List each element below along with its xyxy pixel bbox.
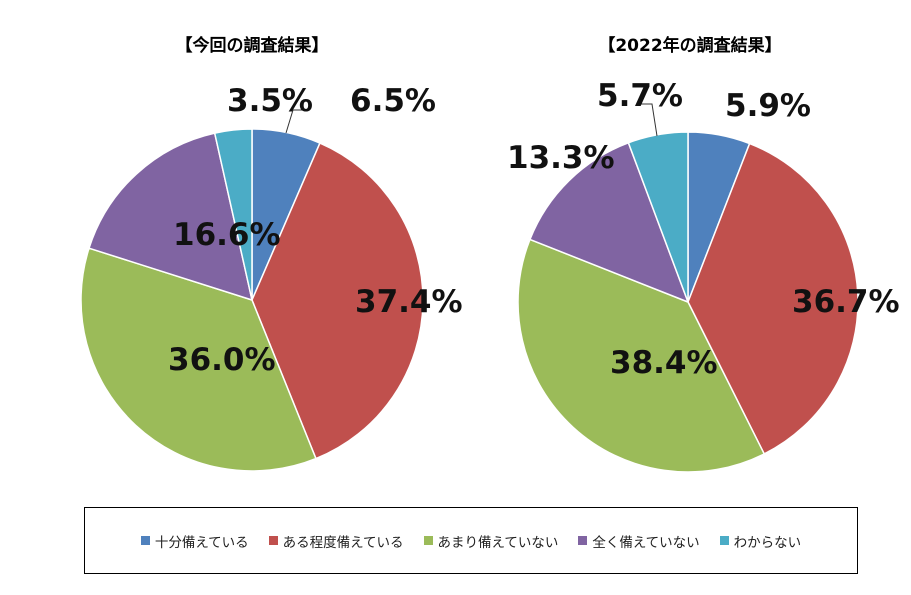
legend-swatch <box>140 536 150 545</box>
legend-label: 十分備えている <box>154 534 249 551</box>
data-label: 3.5% <box>227 83 313 119</box>
data-label: 13.3% <box>507 140 615 176</box>
legend-label: わからない <box>733 534 802 551</box>
leader-line <box>641 103 658 137</box>
pie-current: 6.5% 37.4% 36.0% 16.6% 3.5% <box>80 83 463 472</box>
slice-not-much <box>517 238 766 473</box>
data-label: 36.7% <box>792 284 900 320</box>
legend-label: 全く備えていない <box>592 534 700 551</box>
legend-item-somewhat: ある程度備えている <box>268 531 404 551</box>
slice-somewhat <box>687 142 859 455</box>
legend-swatch <box>719 536 729 545</box>
slice-not-much <box>80 247 317 472</box>
legend-item-unknown: わからない <box>719 531 802 551</box>
slice-unknown <box>627 131 689 303</box>
legend-item-not-at-all: 全く備えていない <box>578 531 700 551</box>
chart-title-current: 【今回の調査結果】 <box>176 35 329 56</box>
legend-item-sufficient: 十分備えている <box>140 531 249 551</box>
legend-swatch <box>578 536 588 545</box>
data-label: 5.9% <box>725 88 811 124</box>
legend-swatch <box>268 536 278 545</box>
legend: 十分備えている ある程度備えている あまり備えていない 全く備えていない わから… <box>84 507 858 574</box>
data-label: 16.6% <box>173 217 281 253</box>
data-label: 38.4% <box>610 345 718 381</box>
slice-not-at-all <box>528 141 690 304</box>
data-label: 5.7% <box>597 78 683 114</box>
chart-title-2022: 【2022年の調査結果】 <box>598 35 781 56</box>
slice-somewhat <box>251 142 424 460</box>
data-label: 6.5% <box>350 83 436 119</box>
data-label: 36.0% <box>168 342 276 378</box>
pie-2022: 5.9% 36.7% 38.4% 13.3% 5.7% <box>507 78 900 473</box>
pie-charts: 【今回の調査結果】 【2022年の調査結果】 6.5% 37.4% 36.0% 16.… <box>80 35 900 473</box>
legend-label: ある程度備えている <box>282 534 404 551</box>
slice-not-at-all <box>88 132 254 302</box>
data-label: 37.4% <box>355 284 463 320</box>
leader-line <box>285 109 305 134</box>
legend-item-not-much: あまり備えていない <box>423 531 559 551</box>
legend-label: あまり備えていない <box>437 534 559 551</box>
slice-unknown <box>213 128 253 301</box>
legend-swatch <box>423 536 433 545</box>
